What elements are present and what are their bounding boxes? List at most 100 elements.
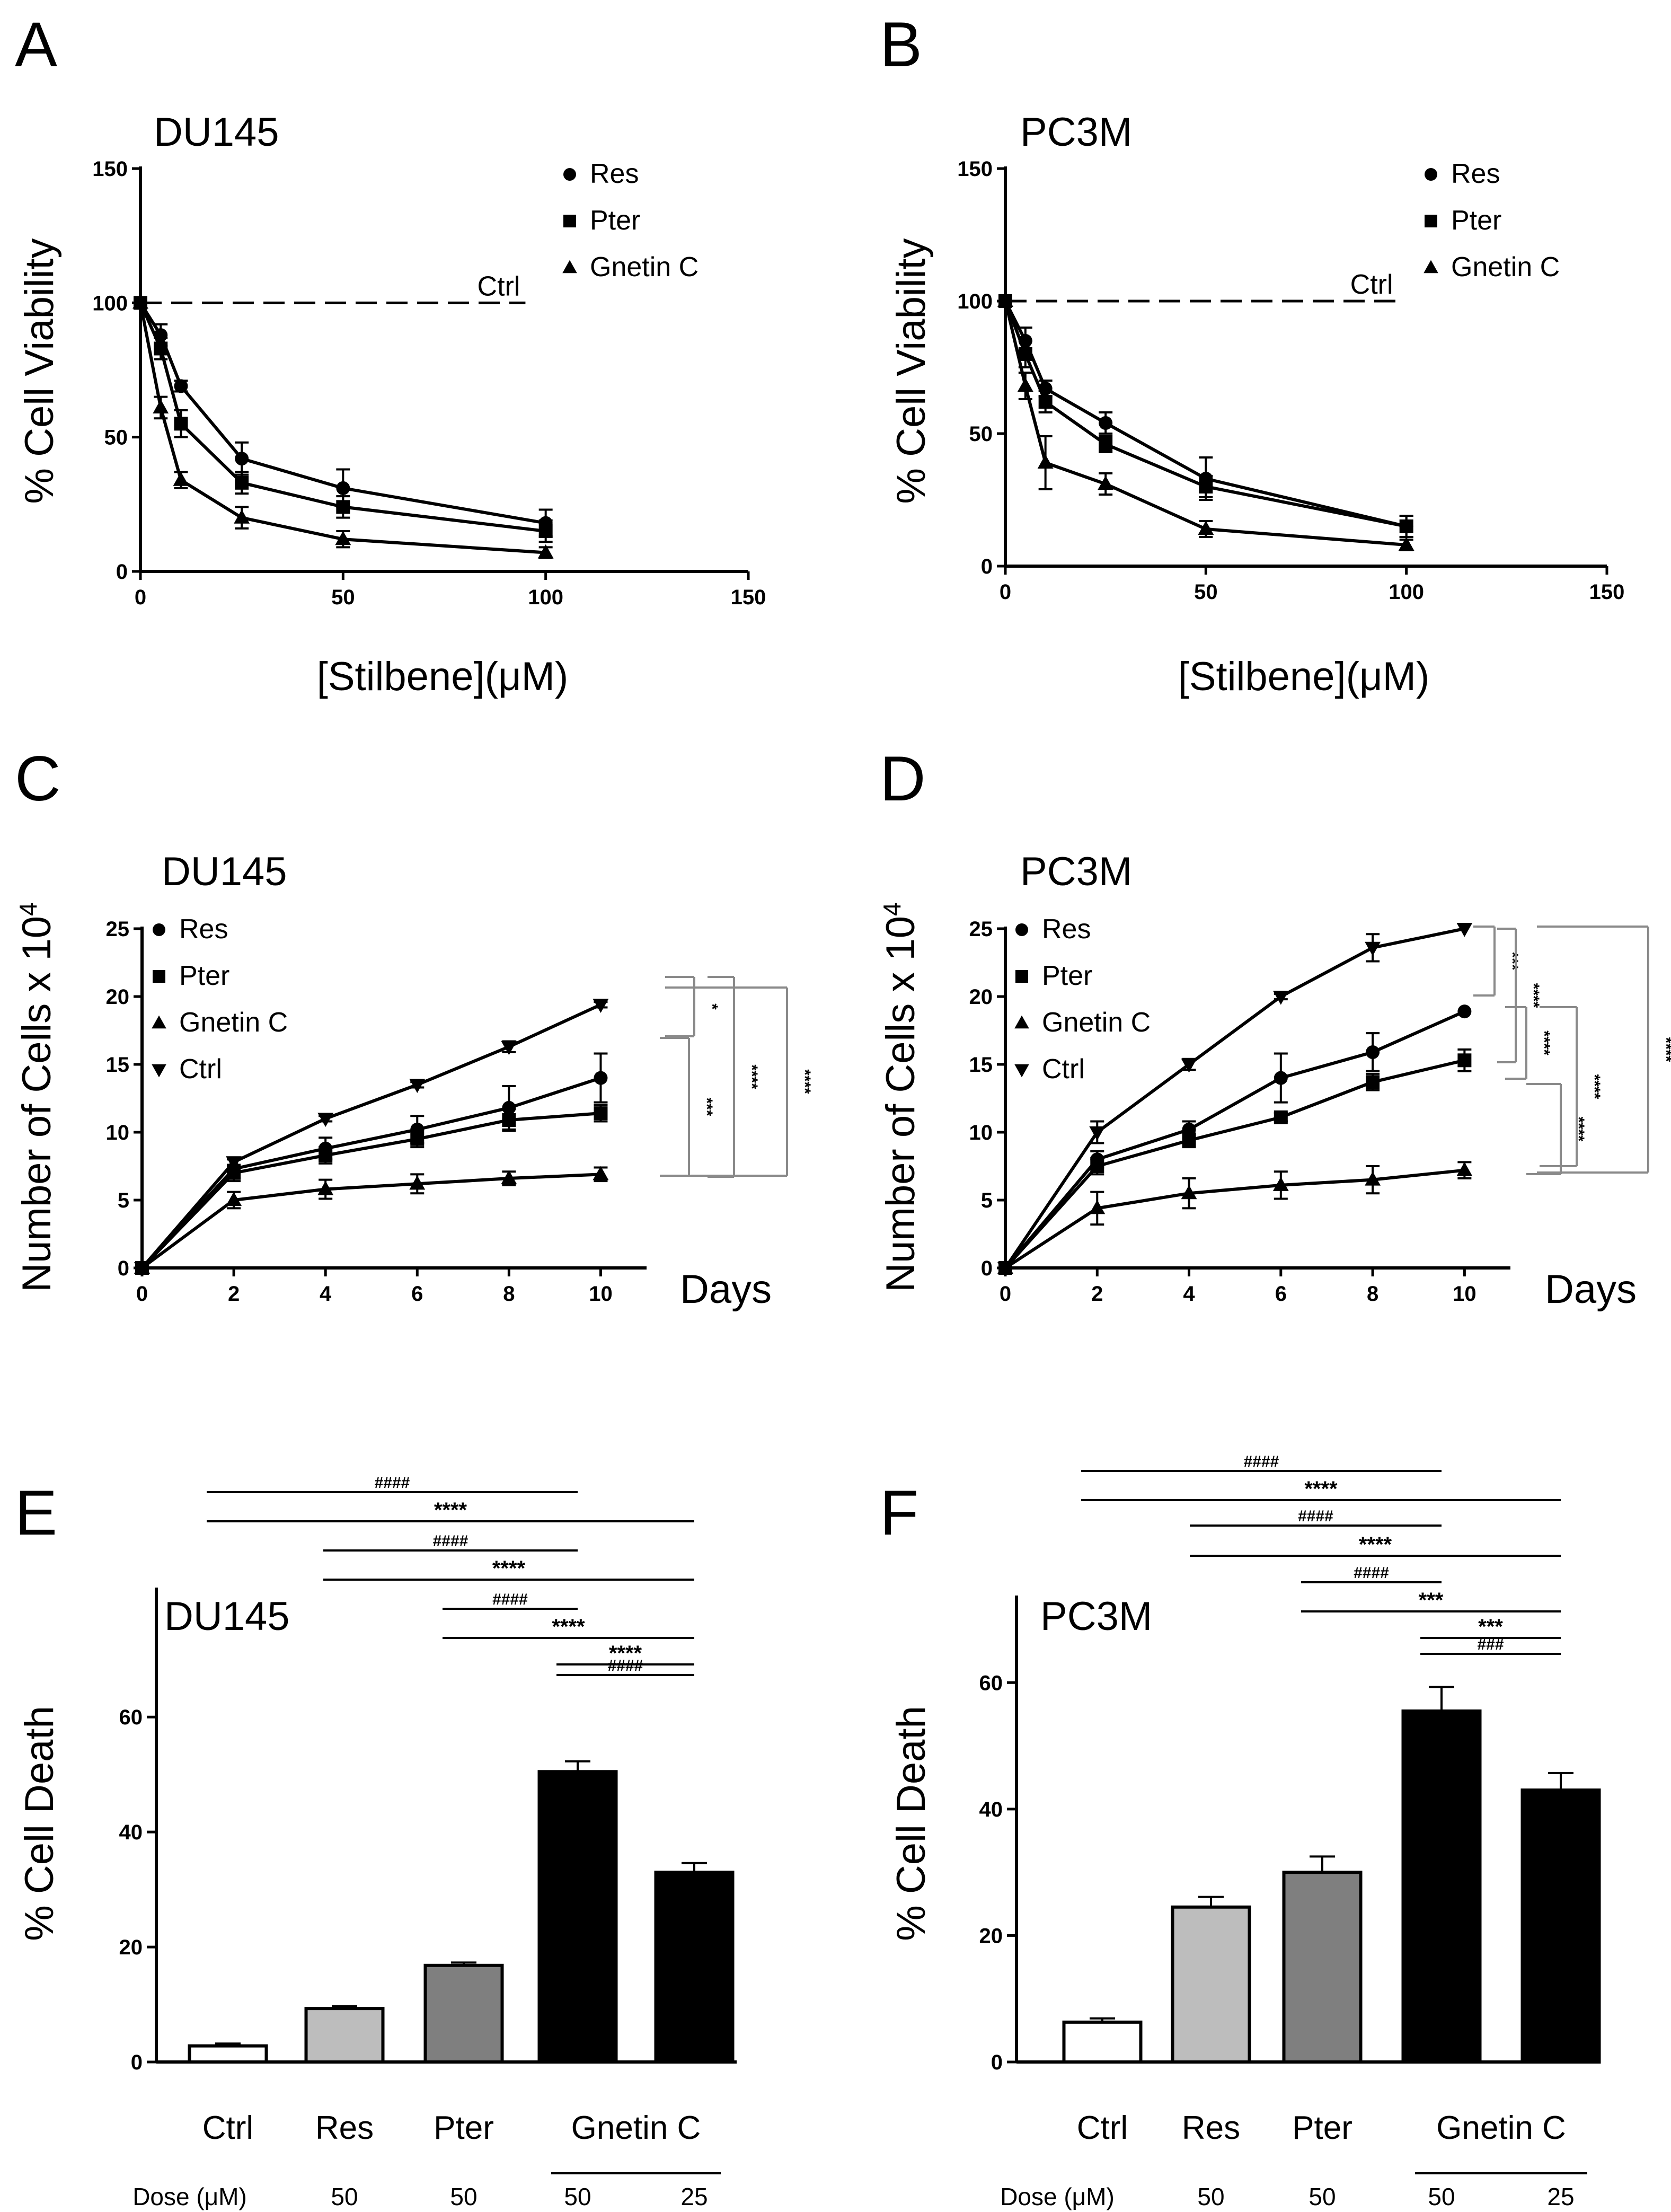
bar-ctrl-0 — [1062, 2020, 1143, 2064]
x-axis-title: [Stilbene](μM) — [1178, 654, 1430, 699]
data-point-pter — [319, 1148, 333, 1162]
ctrl-reference-label: Ctrl — [1350, 269, 1393, 300]
y-tick-label: 15 — [106, 1053, 130, 1077]
y-tick-label: 10 — [106, 1121, 130, 1144]
data-point-ctrl — [1456, 922, 1473, 937]
cell-line-title: DU145 — [164, 1594, 290, 1639]
legend-marker-pter — [153, 970, 165, 983]
significance-label: *** — [1504, 951, 1521, 970]
legend-label-ctrl: Ctrl — [1042, 1054, 1085, 1085]
data-point-res — [502, 1100, 516, 1115]
dose-row-label: Dose (μM) — [1000, 2183, 1115, 2210]
significance-label: #### — [433, 1532, 468, 1550]
legend-label-gnetin-c: Gnetin C — [590, 252, 699, 283]
data-point-ctrl — [1089, 1126, 1106, 1141]
significance-label: **** — [492, 1557, 526, 1580]
legend-marker-ctrl — [152, 1064, 166, 1078]
series-line-gnetin-c — [1004, 301, 1407, 547]
significance-label: **** — [1535, 1030, 1553, 1055]
category-label-pter: Pter — [434, 2110, 494, 2146]
data-point-gnetin-c — [409, 1175, 426, 1190]
series-gnetin-c — [997, 293, 1414, 551]
series-pter — [998, 1048, 1472, 1275]
series-line-gnetin-c — [139, 302, 546, 554]
dose-value: 50 — [564, 2183, 591, 2210]
bar-res-1 — [304, 2007, 385, 2064]
data-point-pter — [1099, 437, 1113, 451]
bar-gnetin-c-3 — [537, 1770, 618, 2064]
series-line-res — [1004, 300, 1407, 528]
series-gnetin-c — [997, 1161, 1473, 1274]
y-tick-label: 0 — [981, 555, 993, 578]
legend-marker-pter — [563, 215, 576, 227]
bar-pter-2 — [423, 1963, 504, 2064]
y-tick-label: 10 — [969, 1121, 993, 1144]
significance-label: #### — [608, 1657, 643, 1675]
category-label-res: Res — [1182, 2110, 1240, 2146]
data-point-gnetin-c — [335, 531, 351, 545]
y-tick-label: 25 — [106, 918, 130, 941]
data-point-gnetin-c — [1365, 1171, 1381, 1186]
x-tick-label: 100 — [1389, 580, 1424, 604]
significance-label: #### — [1244, 1453, 1279, 1470]
y-tick-label: 60 — [979, 1671, 1003, 1695]
data-point-gnetin-c — [1398, 536, 1414, 551]
x-tick-label: 50 — [331, 586, 355, 609]
y-axis-title: Number of Cells x 104 — [878, 902, 923, 1292]
cell-line-title: PC3M — [1020, 110, 1132, 155]
series-pter — [135, 1104, 608, 1275]
data-point-gnetin-c — [1456, 1162, 1473, 1176]
significance-label: **** — [1657, 1037, 1671, 1062]
y-tick-label: 60 — [119, 1706, 143, 1729]
legend-marker-res — [153, 923, 165, 936]
data-point-ctrl — [1365, 941, 1381, 956]
cell-line-title: PC3M — [1020, 849, 1132, 894]
significance-label: **** — [1586, 1074, 1603, 1099]
panel-a-viability-du145: DU145 0 50 100 150 0 50 100 150 [Stilbene](μM) % C… — [17, 110, 766, 699]
significance-label: **** — [1359, 1533, 1392, 1556]
x-tick-label: 0 — [1000, 580, 1011, 604]
data-point-pter — [1199, 480, 1213, 493]
significance-label: #### — [375, 1474, 410, 1492]
x-tick-label: 6 — [1275, 1282, 1287, 1306]
x-tick-label: 10 — [589, 1282, 613, 1306]
significance-label: *** — [1478, 1615, 1503, 1638]
significance-label: **** — [1525, 983, 1542, 1008]
data-point-ctrl — [1181, 1058, 1197, 1073]
data-point-gnetin-c — [1037, 454, 1054, 469]
data-point-res — [336, 481, 350, 495]
y-tick-label: 0 — [118, 1257, 129, 1280]
category-label-gnetin-c: Gnetin C — [571, 2110, 701, 2146]
data-point-ctrl — [409, 1079, 426, 1093]
y-tick-label: 5 — [981, 1189, 993, 1212]
data-point-pter — [594, 1106, 608, 1121]
x-tick-label: 8 — [1367, 1282, 1378, 1306]
significance-label: **** — [1570, 1117, 1587, 1142]
y-tick-label: 50 — [104, 426, 128, 450]
legend-label-gnetin-c: Gnetin C — [1042, 1007, 1151, 1038]
x-tick-label: 4 — [320, 1282, 332, 1306]
series-line-res — [1004, 1010, 1465, 1269]
y-axis-title: Number of Cells x 104 — [14, 902, 59, 1292]
data-point-res — [1457, 1004, 1472, 1019]
legend-label-res: Res — [1042, 914, 1091, 945]
series-line-pter — [1004, 300, 1407, 528]
legend-label-pter: Pter — [1451, 205, 1501, 236]
panel-letter-d: D — [880, 743, 926, 814]
y-tick-label: 25 — [969, 918, 993, 941]
series-line-res — [140, 1076, 602, 1270]
y-tick-label: 40 — [119, 1821, 143, 1844]
series-gnetin-c — [132, 294, 554, 559]
x-tick-label: 2 — [228, 1282, 240, 1306]
category-label-res: Res — [315, 2110, 374, 2146]
y-tick-label: 100 — [957, 290, 993, 313]
data-point-pter — [1366, 1075, 1380, 1089]
category-label-ctrl: Ctrl — [1077, 2110, 1128, 2146]
x-axis-title: [Stilbene](μM) — [317, 654, 569, 699]
significance-label: **** — [552, 1615, 585, 1638]
bar-gnetin-c-25-4 — [654, 1871, 735, 2064]
data-point-res — [235, 452, 249, 466]
significance-label: **** — [1304, 1477, 1338, 1501]
dose-value: 50 — [450, 2183, 477, 2210]
